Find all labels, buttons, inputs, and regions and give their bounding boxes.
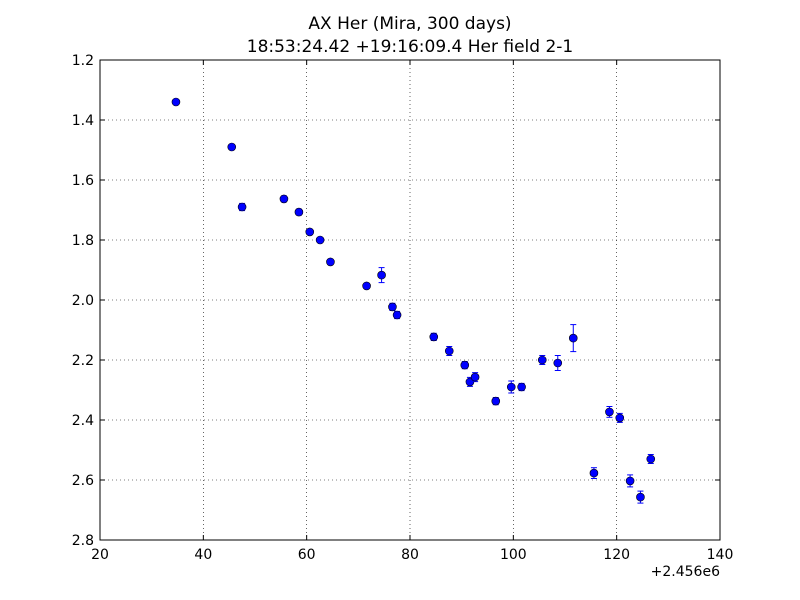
point-marker [237, 202, 247, 212]
point-marker [429, 332, 439, 342]
y-tick-label: 2.4 [72, 413, 94, 429]
point-marker [491, 396, 501, 406]
data-point [470, 372, 480, 383]
data-point [568, 324, 578, 353]
point-marker [326, 257, 335, 267]
tick-labels: 20 40 60 80 100 120 140 1.2 1.4 1.6 1.8 2.0 2.2 2.4 2.… [72, 53, 734, 563]
point-marker [646, 454, 656, 464]
point-marker [362, 281, 371, 291]
x-tick-label: 60 [298, 547, 316, 563]
y-tick-label: 2.2 [72, 353, 94, 369]
point-marker [305, 227, 315, 237]
point-marker [625, 476, 635, 486]
grid-lines [100, 60, 720, 540]
y-tick-label: 1.4 [72, 113, 94, 129]
x-tick-label: 100 [500, 547, 527, 563]
data-point [537, 355, 547, 365]
chart-subtitle: 18:53:24.42 +19:16:09.4 Her field 2-1 [247, 37, 574, 57]
x-tick-label: 20 [91, 547, 109, 563]
data-point [491, 396, 501, 406]
point-marker [636, 492, 645, 502]
x-tick-label: 40 [194, 547, 212, 563]
x-tick-label: 80 [401, 547, 419, 563]
point-marker [227, 142, 237, 152]
point-marker [279, 194, 289, 204]
point-marker [444, 346, 454, 356]
data-points [171, 97, 656, 504]
x-tick-label: 140 [707, 547, 734, 563]
data-point [636, 490, 645, 504]
data-point [237, 202, 247, 212]
x-tick-label: 120 [603, 547, 630, 563]
y-tick-label: 1.8 [72, 233, 94, 249]
data-point [460, 360, 470, 370]
data-point [506, 380, 516, 394]
point-marker [568, 333, 578, 343]
data-point [615, 412, 625, 423]
point-marker [517, 382, 526, 392]
data-point [171, 97, 181, 107]
point-marker [388, 302, 397, 312]
data-point [625, 474, 635, 488]
point-marker [470, 372, 480, 382]
point-marker [537, 355, 547, 365]
data-point [646, 454, 656, 464]
point-marker [615, 413, 625, 423]
x-offset-label: +2.456e6 [651, 564, 720, 580]
y-tick-label: 1.6 [72, 173, 94, 189]
point-marker [605, 407, 614, 417]
data-point [315, 235, 325, 245]
point-marker [553, 358, 563, 368]
data-point [392, 310, 402, 320]
data-point [517, 382, 526, 392]
point-marker [171, 97, 181, 107]
data-point [362, 281, 371, 291]
y-tick-label: 2.8 [72, 533, 94, 549]
point-marker [506, 382, 516, 392]
data-point [388, 302, 397, 312]
point-marker [294, 207, 304, 217]
y-tick-label: 2.0 [72, 293, 94, 309]
data-point [279, 194, 289, 204]
point-marker [589, 468, 599, 478]
data-point [294, 207, 304, 217]
data-point [377, 267, 386, 284]
point-marker [392, 310, 402, 320]
point-marker [460, 360, 470, 370]
y-tick-label: 2.6 [72, 473, 94, 489]
data-point [305, 227, 315, 237]
data-point [326, 257, 335, 267]
data-point [605, 406, 614, 418]
axis-ticks [99, 59, 721, 541]
data-point [444, 346, 454, 356]
chart-title: AX Her (Mira, 300 days) [308, 14, 511, 34]
data-point [429, 332, 439, 342]
y-tick-label: 1.2 [72, 53, 94, 69]
point-marker [377, 270, 386, 280]
data-point [589, 467, 599, 479]
data-point [553, 355, 563, 371]
point-marker [315, 235, 325, 245]
data-point [227, 142, 237, 152]
